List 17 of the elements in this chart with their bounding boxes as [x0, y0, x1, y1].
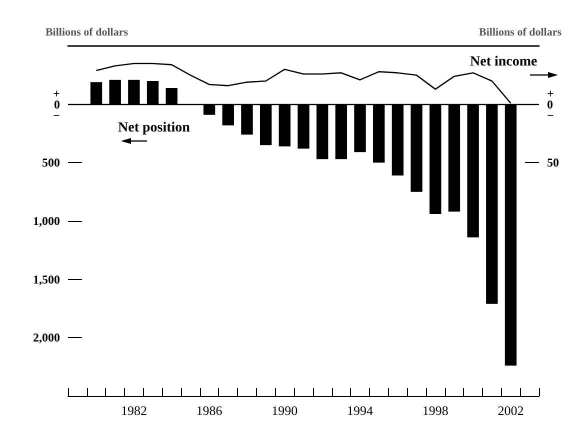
series-label: Net position	[118, 120, 190, 136]
y-tick-label: 500	[42, 156, 60, 170]
x-tick-label: 1998	[422, 403, 448, 418]
y2-tick-label: 50	[547, 156, 559, 170]
y2-axis-title: Billions of dollars	[479, 26, 562, 38]
y-axis-title: Billions of dollars	[45, 26, 129, 38]
x-tick-label: 1986	[196, 403, 223, 418]
x-tick-label: 2002	[498, 403, 524, 418]
y-tick-label: + 0 −	[53, 86, 60, 122]
x-tick-label: 1982	[120, 403, 147, 418]
y-tick-label: 2,000	[33, 330, 60, 345]
x-tick-label: 1994	[347, 403, 374, 418]
y-tick-label: 1,500	[33, 272, 60, 286]
x-tick-label: 1990	[272, 403, 298, 418]
y-tick-label: 1,000	[33, 214, 60, 228]
series-label: Net income	[470, 54, 538, 70]
y2-tick-label: + 0 −	[547, 86, 554, 122]
